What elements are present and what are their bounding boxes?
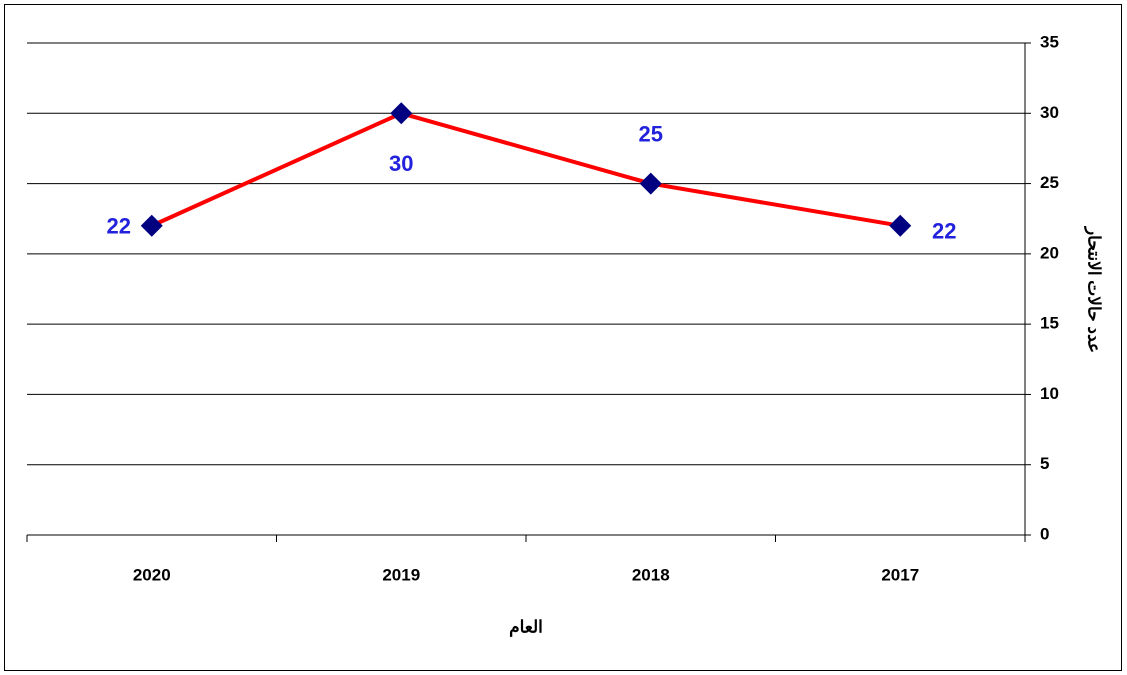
data-label: 25 — [639, 121, 663, 146]
x-tick-label: 2017 — [881, 565, 919, 584]
x-tick-label: 2019 — [382, 565, 420, 584]
y-tick-label: 10 — [1040, 384, 1059, 403]
data-label: 22 — [107, 214, 131, 239]
chart-border — [4, 4, 1122, 671]
x-tick-label: 2020 — [133, 565, 171, 584]
data-label: 22 — [932, 219, 956, 244]
y-tick-label: 25 — [1040, 173, 1059, 192]
x-axis-label: العام — [509, 617, 543, 637]
marker — [140, 214, 163, 237]
marker — [639, 172, 662, 195]
y-axis-label: عدد حالات الانتحار — [1084, 225, 1104, 353]
marker — [390, 102, 413, 125]
line — [150, 111, 901, 228]
y-tick-label: 0 — [1040, 524, 1049, 543]
y-tick-label: 15 — [1040, 314, 1059, 333]
y-tick-label: 20 — [1040, 243, 1059, 262]
x-tick-label: 2018 — [632, 565, 670, 584]
marker — [889, 214, 912, 237]
y-tick-label: 35 — [1040, 32, 1059, 51]
y-tick-label: 5 — [1040, 454, 1049, 473]
y-tick-label: 30 — [1040, 103, 1059, 122]
data-label: 30 — [389, 151, 413, 176]
